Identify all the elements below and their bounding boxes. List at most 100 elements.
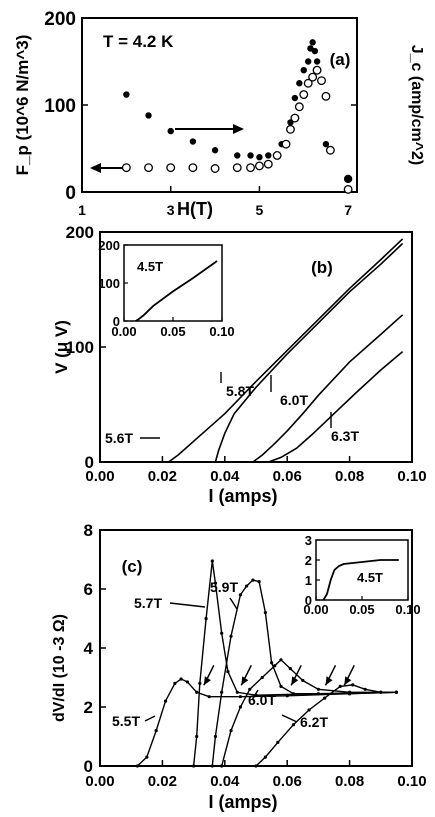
inset-x-tick-label: 0.10	[209, 324, 234, 339]
dvdi-point	[323, 696, 327, 700]
dvdi-curve-6.0T	[221, 658, 397, 767]
fp-point	[311, 47, 319, 55]
dvdi-point	[270, 661, 274, 665]
x-tick-label: 7	[344, 202, 352, 218]
dvdi-point	[220, 764, 224, 768]
y-tick-label: 200	[66, 223, 94, 242]
dvdi-point	[185, 680, 189, 684]
temperature-annotation: T = 4.2 K	[103, 32, 174, 51]
dvdi-point	[316, 687, 320, 691]
jc-point	[303, 78, 313, 88]
inset-x-tick-label: 0.10	[395, 602, 420, 617]
inset-y-tick-label: 1	[305, 573, 312, 588]
dvdi-point	[198, 681, 202, 686]
label-leader	[144, 715, 156, 722]
dvdi-point	[254, 764, 258, 768]
feature-arrowhead	[291, 676, 299, 686]
y-tick-label: 0	[65, 183, 76, 204]
fp-point	[234, 152, 241, 159]
dvdi-curve-5.9T	[211, 579, 397, 767]
dvdi-point	[238, 695, 242, 699]
dvdi-point	[273, 664, 277, 668]
inset-x-tick-label: 0.00	[111, 324, 136, 339]
y-axis-label-text: J_c (amp/cm^2)	[408, 45, 425, 166]
inset-b-curve	[135, 260, 218, 322]
x-axis-label: I (amps)	[208, 792, 277, 812]
dvdi-point	[195, 690, 199, 694]
fp-point	[167, 127, 174, 135]
fp-point	[305, 58, 312, 65]
jc-point	[144, 163, 153, 173]
v-curve-5.8T	[214, 242, 404, 463]
dvdi-point	[145, 755, 149, 759]
jc-point	[308, 72, 318, 82]
y-tick-label: 100	[66, 338, 94, 357]
feature-arrowhead	[241, 676, 249, 686]
jc-arrowhead	[233, 124, 244, 134]
series-label-5.6T: 5.6T	[105, 430, 133, 446]
inset-y-tick-label: 200	[98, 238, 120, 253]
x-tick-label: 1	[78, 202, 86, 218]
series-label-5.8T: 5.8T	[226, 383, 254, 399]
fp-point	[309, 39, 316, 46]
inset-y-tick-label: 3	[305, 533, 312, 548]
jc-point	[263, 159, 273, 169]
fp-point	[211, 147, 219, 154]
x-tick-label: 0.04	[210, 468, 240, 485]
x-tick-label: 3	[167, 202, 175, 218]
y-tick-label: 4	[84, 639, 94, 658]
series-label-5.7T: 5.7T	[134, 595, 162, 611]
inset-x-tick-label: 0.00	[303, 602, 328, 617]
fp-point	[296, 80, 303, 87]
series-label-6.3T: 6.3T	[331, 428, 359, 444]
jc-point	[290, 113, 300, 123]
dvdi-point	[279, 658, 283, 662]
v-curve-5.6T	[168, 238, 404, 463]
dvdi-point	[195, 734, 199, 739]
jc-point	[312, 65, 322, 75]
dvdi-point	[348, 690, 352, 694]
jc-point	[343, 184, 353, 194]
fp-point	[189, 138, 197, 145]
panel-label: (b)	[311, 258, 333, 277]
dvdi-point	[263, 755, 267, 759]
x-tick-label: 0.00	[85, 773, 114, 790]
feature-arrowhead	[203, 676, 211, 686]
x-tick-label: 0.08	[335, 468, 364, 485]
inset-x-tick-label: 0.05	[160, 324, 185, 339]
panel-label: (a)	[330, 50, 351, 69]
feature-arrowhead	[325, 676, 333, 686]
x-tick-label: 0.04	[210, 773, 240, 790]
dvdi-point	[235, 690, 239, 694]
dvdi-point	[213, 581, 218, 585]
x-tick-label: 0.02	[148, 468, 177, 485]
series-label-6.2T: 6.2T	[300, 714, 328, 730]
inset-y-tick-label: 100	[98, 276, 120, 291]
y-axis-label-text: V (μ V)	[52, 320, 71, 374]
y-tick-label: 6	[84, 580, 93, 599]
x-tick-label: 0.08	[335, 773, 364, 790]
x-tick-label: 0.06	[273, 773, 302, 790]
x-tick-label: 0.10	[397, 468, 426, 485]
dvdi-point	[301, 678, 305, 683]
dvdi-point	[251, 578, 255, 582]
fp-point	[322, 140, 330, 148]
jc-point	[166, 163, 176, 173]
x-tick-label: 0.10	[397, 773, 426, 790]
series-label-6.0T: 6.0T	[280, 392, 308, 408]
dvdi-point	[238, 705, 242, 709]
fp-point	[313, 58, 321, 65]
dvdi-point	[307, 708, 311, 712]
dvdi-point	[220, 690, 224, 694]
dvdi-point	[179, 677, 183, 681]
fp-point	[265, 152, 272, 159]
series-label-5.9T: 5.9T	[210, 579, 238, 595]
inset-x-tick-label: 0.05	[349, 602, 374, 617]
feature-arrowhead	[344, 676, 352, 686]
label-leader	[229, 597, 238, 610]
dvdi-point	[229, 729, 233, 733]
y-tick-label: 8	[84, 521, 93, 540]
dvdi-point	[276, 740, 280, 745]
jc-point	[188, 163, 198, 173]
